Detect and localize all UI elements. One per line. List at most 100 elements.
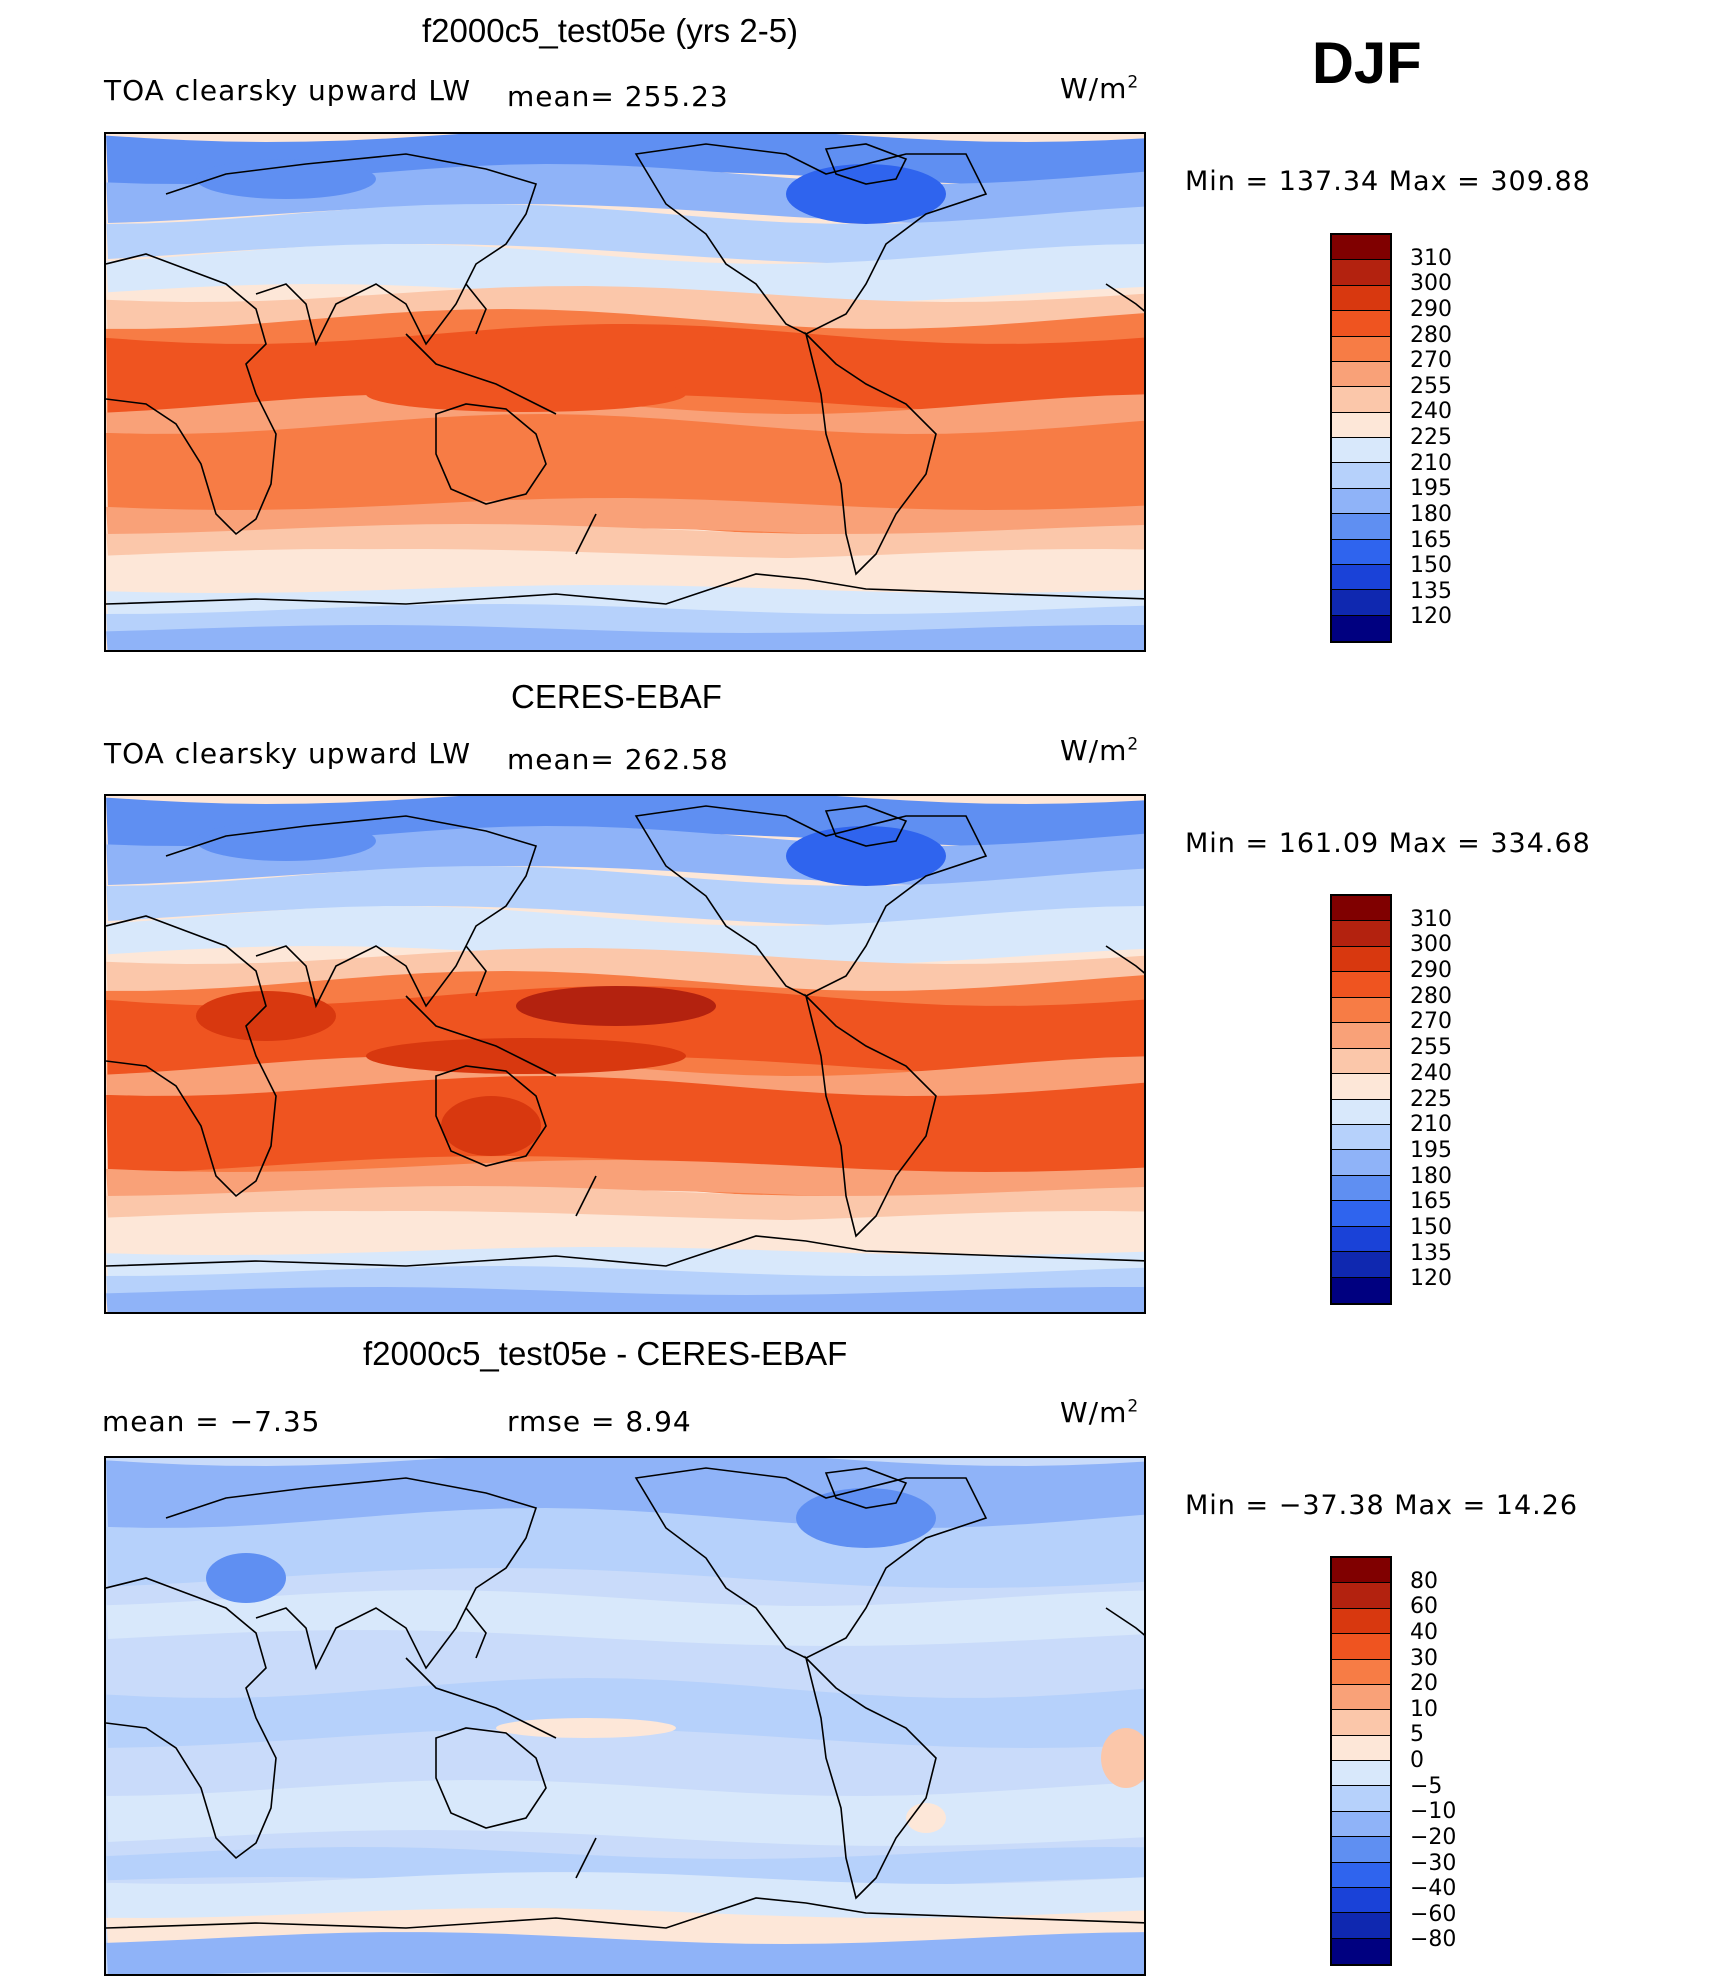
contour-region — [516, 324, 716, 364]
colorbar-tick-label: −20 — [1410, 1824, 1457, 1850]
colorbar-swatch — [1332, 311, 1390, 337]
contour-region — [786, 826, 946, 886]
panel1-title: f2000c5_test05e (yrs 2-5) — [422, 12, 799, 49]
colorbar-tick-label: 135 — [1410, 578, 1452, 604]
colorbar-tick-label: 280 — [1410, 322, 1452, 348]
season-label: DJF — [1312, 31, 1422, 96]
colorbar-tick-label: 210 — [1410, 1112, 1452, 1138]
colorbar-swatch — [1332, 1684, 1390, 1711]
contour-band — [106, 1186, 1144, 1221]
colorbar-tick-label: 165 — [1410, 1189, 1452, 1215]
colorbar-tick-label: 240 — [1410, 399, 1452, 425]
coastline — [435, 403, 547, 505]
colorbar-swatch — [1332, 463, 1390, 489]
colorbar-swatch — [1332, 1175, 1390, 1202]
colorbar-tick-label: 255 — [1410, 1035, 1452, 1061]
panel2-mean-label: mean= 262.58 — [507, 743, 729, 776]
coastline — [106, 1897, 1144, 1929]
units-text: W/m — [1060, 1396, 1128, 1429]
contour-band — [106, 244, 1144, 304]
coastline — [106, 253, 277, 536]
contour-region — [441, 1096, 541, 1156]
contour-band — [106, 1780, 1144, 1846]
colorbar-tick-label: −10 — [1410, 1799, 1457, 1825]
contour-region — [1101, 1728, 1144, 1788]
colorbar-tick-label: 120 — [1410, 1266, 1452, 1292]
coastline — [575, 513, 597, 555]
contour-band — [106, 204, 1144, 264]
colorbar-swatch — [1332, 1099, 1390, 1125]
colorbar-tick-label: 240 — [1410, 1060, 1452, 1086]
panel3-minmax: Min = −37.38 Max = 14.26 — [1185, 1490, 1579, 1521]
colorbar-tick-label: 290 — [1410, 958, 1452, 984]
panel2-title: CERES-EBAF — [511, 678, 722, 715]
colorbar-swatch — [1332, 1938, 1390, 1964]
coastline — [634, 143, 988, 335]
colorbar-swatch — [1332, 1913, 1390, 1939]
colorbar-swatch — [1332, 1862, 1390, 1888]
colorbar-swatch — [1332, 1048, 1390, 1075]
contour-band — [106, 324, 1144, 414]
colorbar-swatch — [1332, 1811, 1390, 1838]
colorbar-swatch — [1332, 921, 1390, 947]
colorbar-swatch — [1332, 412, 1390, 438]
colorbar-swatch — [1332, 1837, 1390, 1863]
colorbar-tick-label: −30 — [1410, 1850, 1457, 1876]
colorbar-swatch — [1332, 972, 1390, 998]
coastline — [1105, 283, 1144, 312]
colorbar-tick-label: 150 — [1410, 553, 1452, 579]
coastline — [106, 915, 277, 1198]
contour-region — [366, 376, 686, 412]
panel3-rmse-label: rmse = 8.94 — [507, 1405, 692, 1438]
coastline — [824, 1467, 908, 1509]
coastline — [106, 1577, 277, 1860]
colorbar-swatch — [1332, 1277, 1390, 1303]
colorbar-tick-label: 40 — [1410, 1619, 1438, 1645]
colorbar-swatch — [1332, 235, 1390, 261]
colorbar-swatch — [1332, 1252, 1390, 1278]
colorbar-swatch — [1332, 361, 1390, 388]
colorbar-tick-label: 120 — [1410, 604, 1452, 630]
colorbar-swatch — [1332, 1710, 1390, 1736]
colorbar-swatch — [1332, 1608, 1390, 1635]
colorbar-tick-label: 5 — [1410, 1722, 1424, 1748]
panel1-variable-label: TOA clearsky upward LW — [104, 74, 472, 107]
panel1-mean-label: mean= 255.23 — [507, 80, 729, 113]
units-exponent: 2 — [1127, 1396, 1140, 1417]
colorbar-swatch — [1332, 488, 1390, 515]
coastline — [634, 1467, 988, 1659]
coastline — [405, 1657, 557, 1739]
coastline — [465, 945, 487, 997]
units-exponent: 2 — [1127, 734, 1140, 755]
coastline — [106, 573, 1144, 605]
panel2-map — [104, 794, 1146, 1314]
colorbar-tick-label: 270 — [1410, 1009, 1452, 1035]
colorbar-tick-label: 300 — [1410, 271, 1452, 297]
colorbar-tick-label: 60 — [1410, 1594, 1438, 1620]
colorbar-swatch — [1332, 336, 1390, 362]
colorbar-tick-label: 225 — [1410, 425, 1452, 450]
contour-band — [106, 549, 1144, 599]
colorbar-swatch — [1332, 1735, 1390, 1761]
units-text: W/m — [1060, 734, 1128, 767]
panel3-mean-label: mean = −7.35 — [102, 1405, 321, 1438]
contour-band — [106, 1847, 1144, 1889]
colorbar-tick-label: 270 — [1410, 348, 1452, 374]
colorbar-tick-label: 310 — [1410, 906, 1452, 932]
coastlines — [106, 143, 1144, 605]
contour-region — [206, 1553, 286, 1603]
colorbar-swatch — [1332, 896, 1390, 922]
colorbar-swatch — [1332, 539, 1390, 565]
colorbar-tick-label: 310 — [1410, 245, 1452, 271]
colorbar-tick-label: 135 — [1410, 1240, 1452, 1266]
colorbar-tick-label: 255 — [1410, 373, 1452, 399]
panel2-variable-label: TOA clearsky upward LW — [104, 737, 472, 770]
coastline — [465, 283, 487, 335]
colorbar-swatch — [1332, 1659, 1390, 1685]
contour-band — [106, 906, 1144, 966]
colorbar-swatch — [1332, 1583, 1390, 1609]
contour-band — [106, 414, 1144, 514]
colorbar-swatch — [1332, 1887, 1390, 1914]
panel1-map — [104, 132, 1146, 652]
panel2-minmax: Min = 161.09 Max = 334.68 — [1185, 828, 1591, 859]
